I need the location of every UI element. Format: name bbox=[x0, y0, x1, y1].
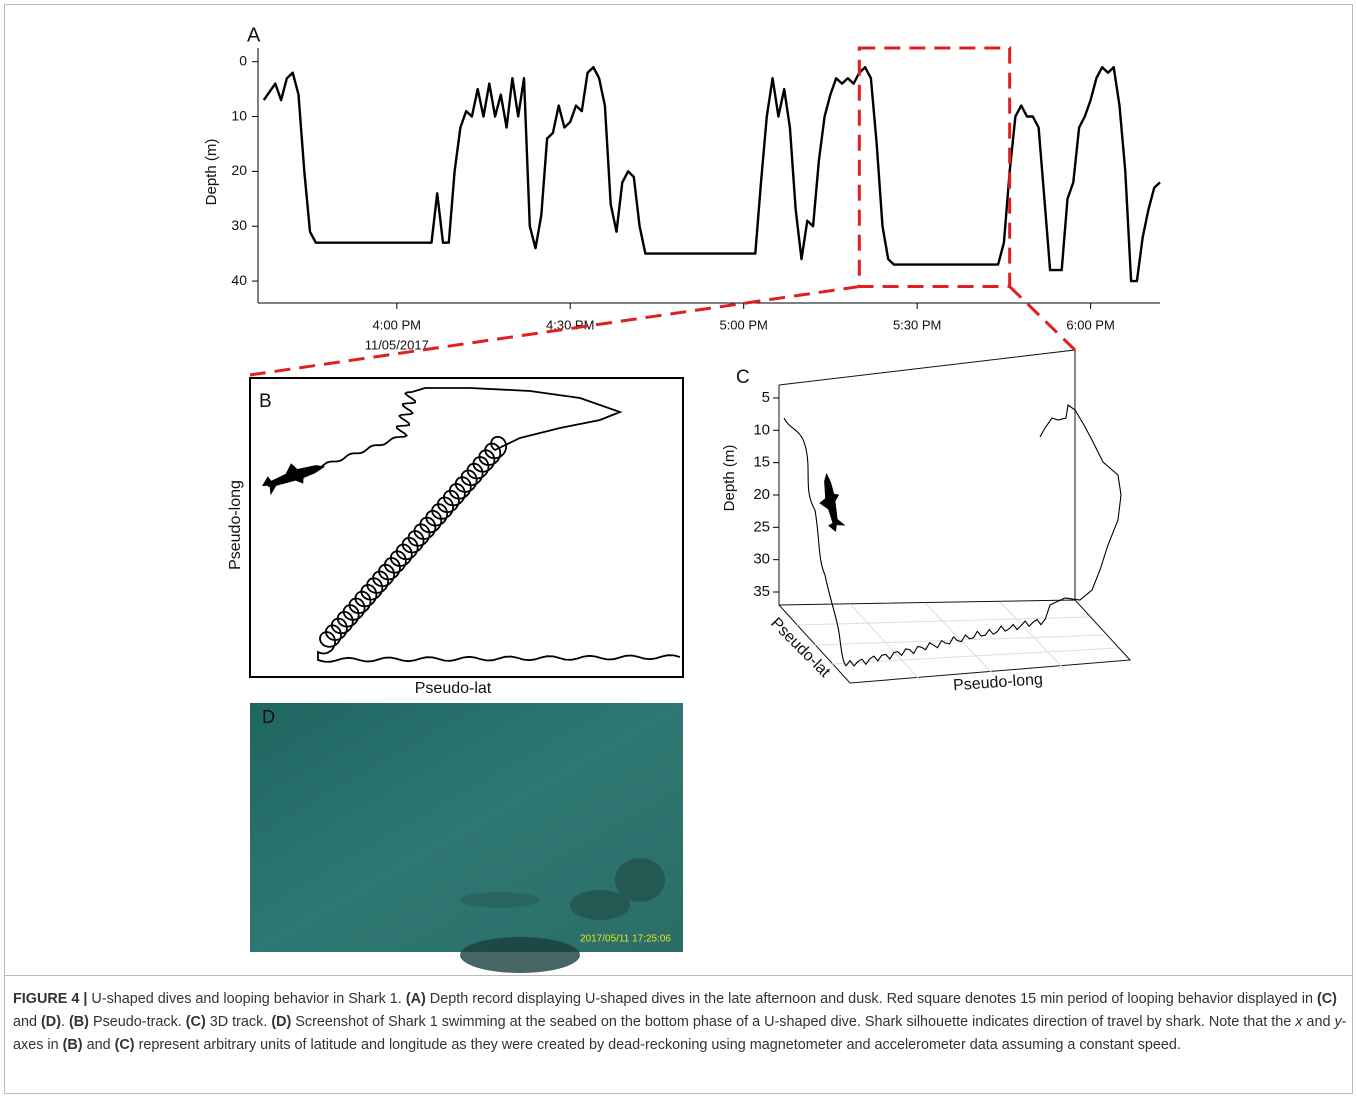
pseudo-track bbox=[267, 387, 681, 663]
rock bbox=[570, 890, 630, 920]
x-tick-label: 4:30 PM bbox=[546, 317, 594, 332]
caption-run: FIGURE 4 | bbox=[13, 991, 88, 1007]
caption-run: (B) bbox=[69, 1014, 89, 1030]
plot-area: 0 10 20 30 40 4:00 PM 11/05/2017 4:30 PM 5:00 PM… bbox=[231, 46, 1161, 352]
panel-b-frame bbox=[249, 377, 684, 678]
track-3d bbox=[783, 417, 847, 667]
track-3d bbox=[845, 618, 1046, 667]
caption-run: U-shaped dives and looping behavior in S… bbox=[87, 991, 406, 1007]
y-tick-label: 35 bbox=[753, 583, 770, 600]
caption-run: (C) bbox=[185, 1014, 206, 1030]
tick-group: 5 10 15 20 25 30 35 bbox=[753, 389, 779, 600]
rock bbox=[460, 892, 540, 908]
caption-run: (D) bbox=[271, 1014, 292, 1030]
grid-line bbox=[831, 647, 1119, 665]
frame bbox=[4, 4, 1353, 1094]
caption-run: (D) bbox=[41, 1014, 61, 1030]
y-tick-label: 20 bbox=[753, 486, 770, 503]
panel-label: D bbox=[262, 707, 275, 727]
shark-silhouette bbox=[819, 472, 846, 532]
x-tick-label: 5:00 PM bbox=[719, 317, 767, 332]
zoom-connector bbox=[1008, 285, 1077, 352]
caption-run: Pseudo-track. bbox=[88, 1014, 186, 1030]
shark-body bbox=[460, 937, 580, 973]
x-tick-label: 6:00 PM bbox=[1066, 317, 1114, 332]
y-tick-label: 5 bbox=[762, 389, 770, 406]
caption-run: (B) bbox=[62, 1037, 83, 1053]
y-tick-label: 0 bbox=[239, 52, 247, 68]
y-axis-label: Depth (m) bbox=[721, 445, 738, 512]
floor-grid bbox=[796, 601, 1119, 681]
y-tick-label: 10 bbox=[753, 421, 770, 438]
y-tick-label: 30 bbox=[231, 217, 247, 233]
track-3d bbox=[1039, 404, 1122, 621]
x-axis-label: Pseudo-lat bbox=[415, 680, 492, 697]
y-tick-label: 15 bbox=[753, 454, 770, 471]
grid-line bbox=[999, 601, 1066, 671]
caption-run: (C) bbox=[114, 1037, 135, 1053]
panel-label: C bbox=[736, 367, 750, 388]
y-axis-label: Pseudo-long bbox=[227, 480, 244, 570]
timestamp: 2017/05/11 17:25:06 bbox=[580, 934, 671, 945]
y-tick-label: 30 bbox=[753, 551, 770, 568]
caption-run: 3D track. bbox=[205, 1014, 272, 1030]
x-tick-sublabel: 11/05/2017 bbox=[365, 337, 429, 352]
panel-label: B bbox=[259, 391, 272, 412]
caption-run: -axes in bbox=[13, 1014, 1347, 1053]
caption-run: Depth record displaying U-shaped dives i… bbox=[425, 991, 1317, 1007]
caption-run: and bbox=[82, 1037, 115, 1053]
depth-line bbox=[262, 66, 1161, 283]
x-tick-label: 5:30 PM bbox=[893, 317, 941, 332]
caption-run: (C) bbox=[1316, 991, 1337, 1007]
zoom-connector bbox=[249, 285, 860, 377]
caption-run: Screenshot of Shark 1 swimming at the se… bbox=[291, 1014, 1296, 1030]
grid-line bbox=[796, 616, 1091, 626]
caption-run: and bbox=[13, 1014, 42, 1030]
y-tick-label: 25 bbox=[753, 518, 770, 535]
highlight-box bbox=[857, 46, 1012, 289]
x-tick-label: 4:00 PM bbox=[373, 317, 421, 332]
y-tick-label: 20 bbox=[231, 162, 247, 178]
shark-silhouette bbox=[262, 463, 326, 496]
caption-run: . bbox=[61, 1014, 69, 1030]
caption: FIGURE 4 | U-shaped dives and looping be… bbox=[13, 988, 1347, 1057]
grid-line bbox=[849, 603, 921, 681]
y-tick-label: 40 bbox=[231, 272, 247, 288]
caption-run: (A) bbox=[405, 991, 426, 1007]
caption-run: x bbox=[1295, 1014, 1303, 1030]
caption-run: represent arbitrary units of latitude an… bbox=[134, 1037, 1181, 1053]
y-tick-label: 10 bbox=[231, 107, 247, 123]
caption-run: y bbox=[1334, 1014, 1342, 1030]
y-axis-label: Depth (m) bbox=[203, 139, 220, 206]
caption-run: and bbox=[1302, 1014, 1335, 1030]
rock bbox=[615, 858, 665, 902]
panel-label: A bbox=[247, 24, 261, 46]
grid-line bbox=[814, 634, 1106, 646]
seabed-features bbox=[460, 858, 665, 973]
x-axis-label: Pseudo-long bbox=[953, 671, 1044, 694]
